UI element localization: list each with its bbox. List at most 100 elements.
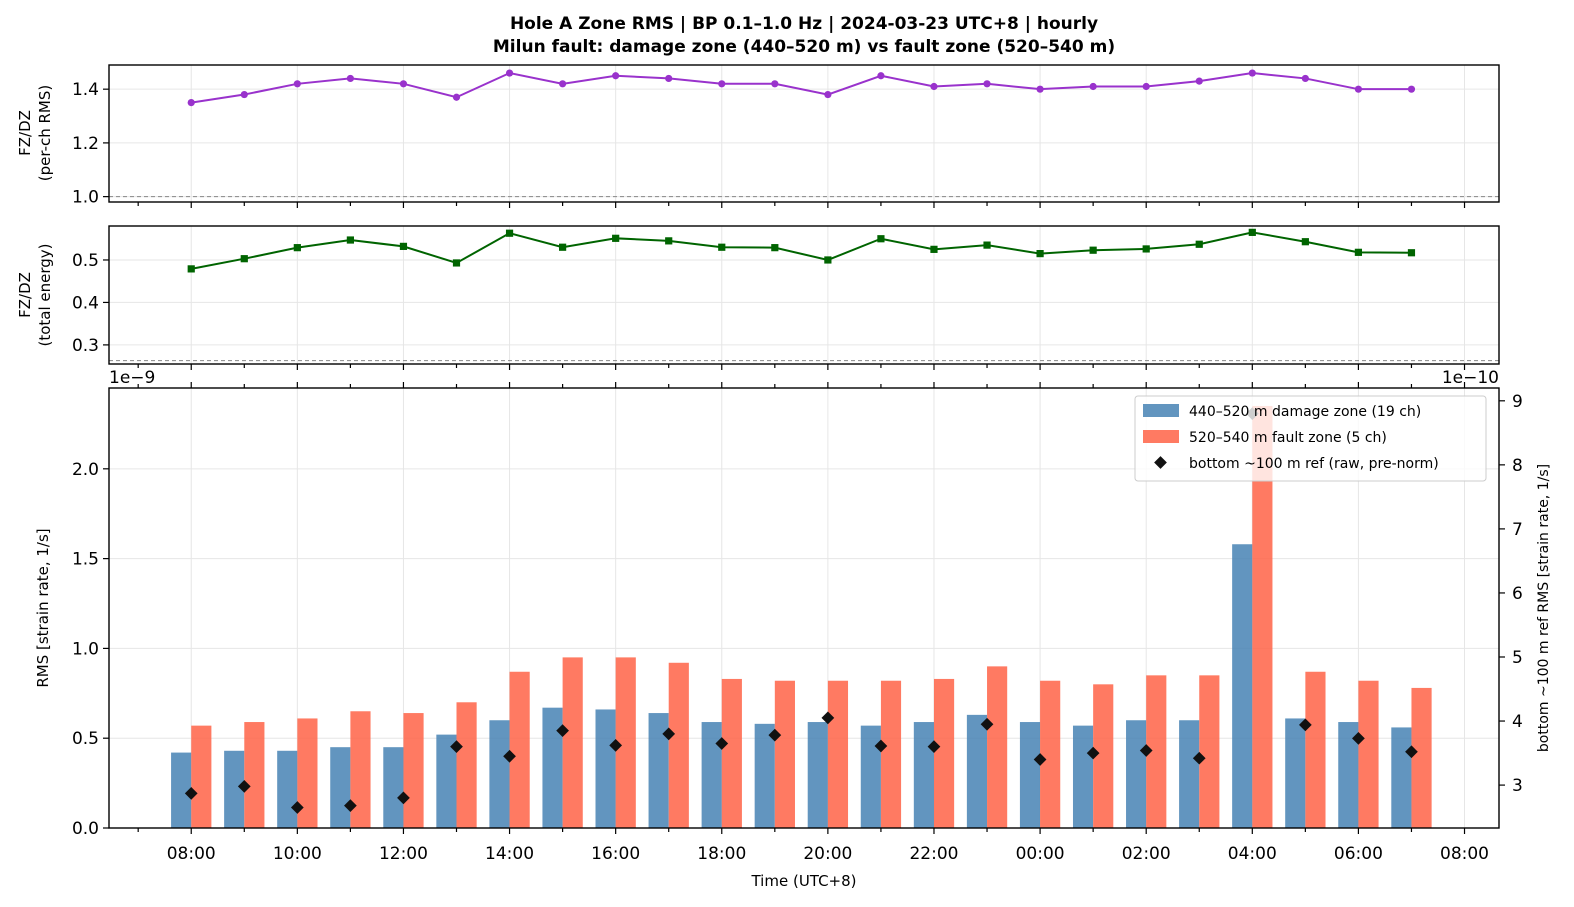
panel-zone-rms: 0.0 0.5 1.0 1.5 2.0 3 4 5 6 7 8 9 08:00 10:00 12:00 14:… (34, 368, 1552, 890)
panel1-frame (108, 64, 1500, 203)
data-point (771, 80, 779, 88)
series-line (191, 231, 1412, 270)
data-point (771, 244, 779, 252)
panel1-series (187, 69, 1416, 107)
data-point (346, 74, 354, 83)
data-point (505, 69, 514, 77)
bar-damage-zone (648, 713, 669, 828)
panel2-frame (108, 225, 1500, 365)
bar-damage-zone (383, 747, 404, 828)
left-offset-label: 1e−9 (109, 368, 155, 388)
data-point (293, 244, 301, 252)
bar-fault-zone (509, 671, 530, 828)
bar-fault-zone (403, 713, 424, 828)
data-point (1142, 245, 1150, 253)
panel3-bars (171, 405, 1432, 828)
data-point (452, 93, 461, 101)
panel3-frame (108, 387, 1500, 829)
data-point (1354, 248, 1363, 256)
bar-damage-zone (330, 747, 351, 828)
data-point (1248, 228, 1256, 236)
ytick-right-label: 7 (1512, 520, 1523, 540)
xtick-label: 14:00 (485, 844, 534, 864)
panel2-ticks: 0.3 0.4 0.5 (72, 251, 1466, 370)
data-point (559, 80, 567, 88)
bar-damage-zone (1232, 544, 1253, 828)
bar-damage-zone (701, 722, 722, 828)
xtick-label: 02:00 (1122, 844, 1171, 864)
panel1-ylabel-line1: FZ/DZ (16, 110, 34, 156)
panel1-grid (109, 65, 1499, 202)
legend-label-ref: bottom ~100 m ref (raw, pre-norm) (1189, 456, 1439, 472)
data-point (983, 80, 991, 88)
ytick-right-label: 9 (1512, 392, 1523, 412)
ytick-right-label: 8 (1512, 456, 1523, 476)
bar-damage-zone (913, 722, 934, 828)
data-point (718, 243, 726, 251)
data-point (1407, 85, 1416, 93)
data-point (1301, 238, 1309, 246)
bar-fault-zone (880, 680, 902, 828)
panel1-ticks: 1.0 1.2 1.4 (72, 80, 1466, 208)
data-point (1036, 250, 1044, 258)
panel3-ticks: 0.0 0.5 1.0 1.5 2.0 3 4 5 6 7 8 9 08:00 10:00 12:00 14:… (72, 382, 1523, 864)
panel1-ylabel-line2: (per-ch RMS) (36, 85, 54, 181)
data-point (824, 90, 832, 99)
xtick-label: 08:00 (1440, 844, 1489, 864)
bar-fault-zone (933, 678, 955, 828)
data-point (399, 242, 408, 250)
data-point (505, 229, 514, 237)
legend-swatch-fault (1143, 430, 1179, 443)
legend-label-fault: 520–540 m fault zone (5 ch) (1189, 430, 1387, 446)
panel3-ylabel: RMS [strain rate, 1/s] (34, 528, 52, 687)
data-point (1036, 85, 1044, 93)
data-point (1248, 69, 1256, 77)
bar-fault-zone (350, 711, 371, 828)
data-point (240, 90, 248, 99)
bar-fault-zone (1146, 675, 1167, 828)
data-point (1407, 249, 1416, 257)
xtick-label: 12:00 (379, 844, 428, 864)
data-point (824, 256, 832, 264)
ytick-label: 1.4 (72, 80, 99, 100)
bar-fault-zone (774, 680, 795, 828)
data-point (1195, 240, 1203, 248)
bar-fault-zone (1093, 684, 1114, 828)
data-point (877, 72, 885, 80)
ytick-label: 0.4 (72, 293, 99, 313)
data-point (612, 234, 620, 242)
data-point (1301, 74, 1309, 83)
bar-damage-zone (542, 707, 563, 828)
bar-damage-zone (966, 714, 988, 828)
bar-damage-zone (436, 734, 457, 828)
bar-damage-zone (754, 723, 775, 828)
ytick-label: 0.5 (72, 251, 99, 271)
bar-fault-zone (1358, 680, 1379, 828)
data-point (240, 255, 248, 263)
bar-fault-zone (615, 657, 636, 828)
ytick-label: 1.0 (72, 188, 99, 208)
bar-damage-zone (224, 750, 245, 828)
ytick-right-label: 3 (1512, 776, 1523, 796)
bar-damage-zone (1126, 720, 1147, 828)
data-point (930, 245, 938, 253)
bar-damage-zone (1179, 720, 1200, 828)
bar-damage-zone (489, 720, 510, 828)
panel2-ylabel-line2: (total energy) (36, 243, 54, 346)
xtick-label: 00:00 (1016, 844, 1065, 864)
data-point (1089, 82, 1097, 91)
panel3-ylabel-right: bottom ~100 m ref RMS [strain rate, 1/s] (1536, 464, 1552, 752)
panel2-ylabel-line1: FZ/DZ (16, 272, 34, 318)
legend-label-damage: 440–520 m damage zone (19 ch) (1189, 404, 1421, 420)
bar-fault-zone (668, 662, 689, 828)
data-point (1195, 77, 1203, 85)
bar-damage-zone (860, 725, 881, 828)
ytick-right-label: 4 (1512, 712, 1523, 732)
ytick-label: 1.5 (72, 550, 99, 570)
xtick-label: 22:00 (909, 844, 958, 864)
data-point (718, 80, 726, 88)
data-point (665, 237, 673, 245)
bar-fault-zone (1199, 675, 1220, 828)
data-point (452, 259, 461, 267)
